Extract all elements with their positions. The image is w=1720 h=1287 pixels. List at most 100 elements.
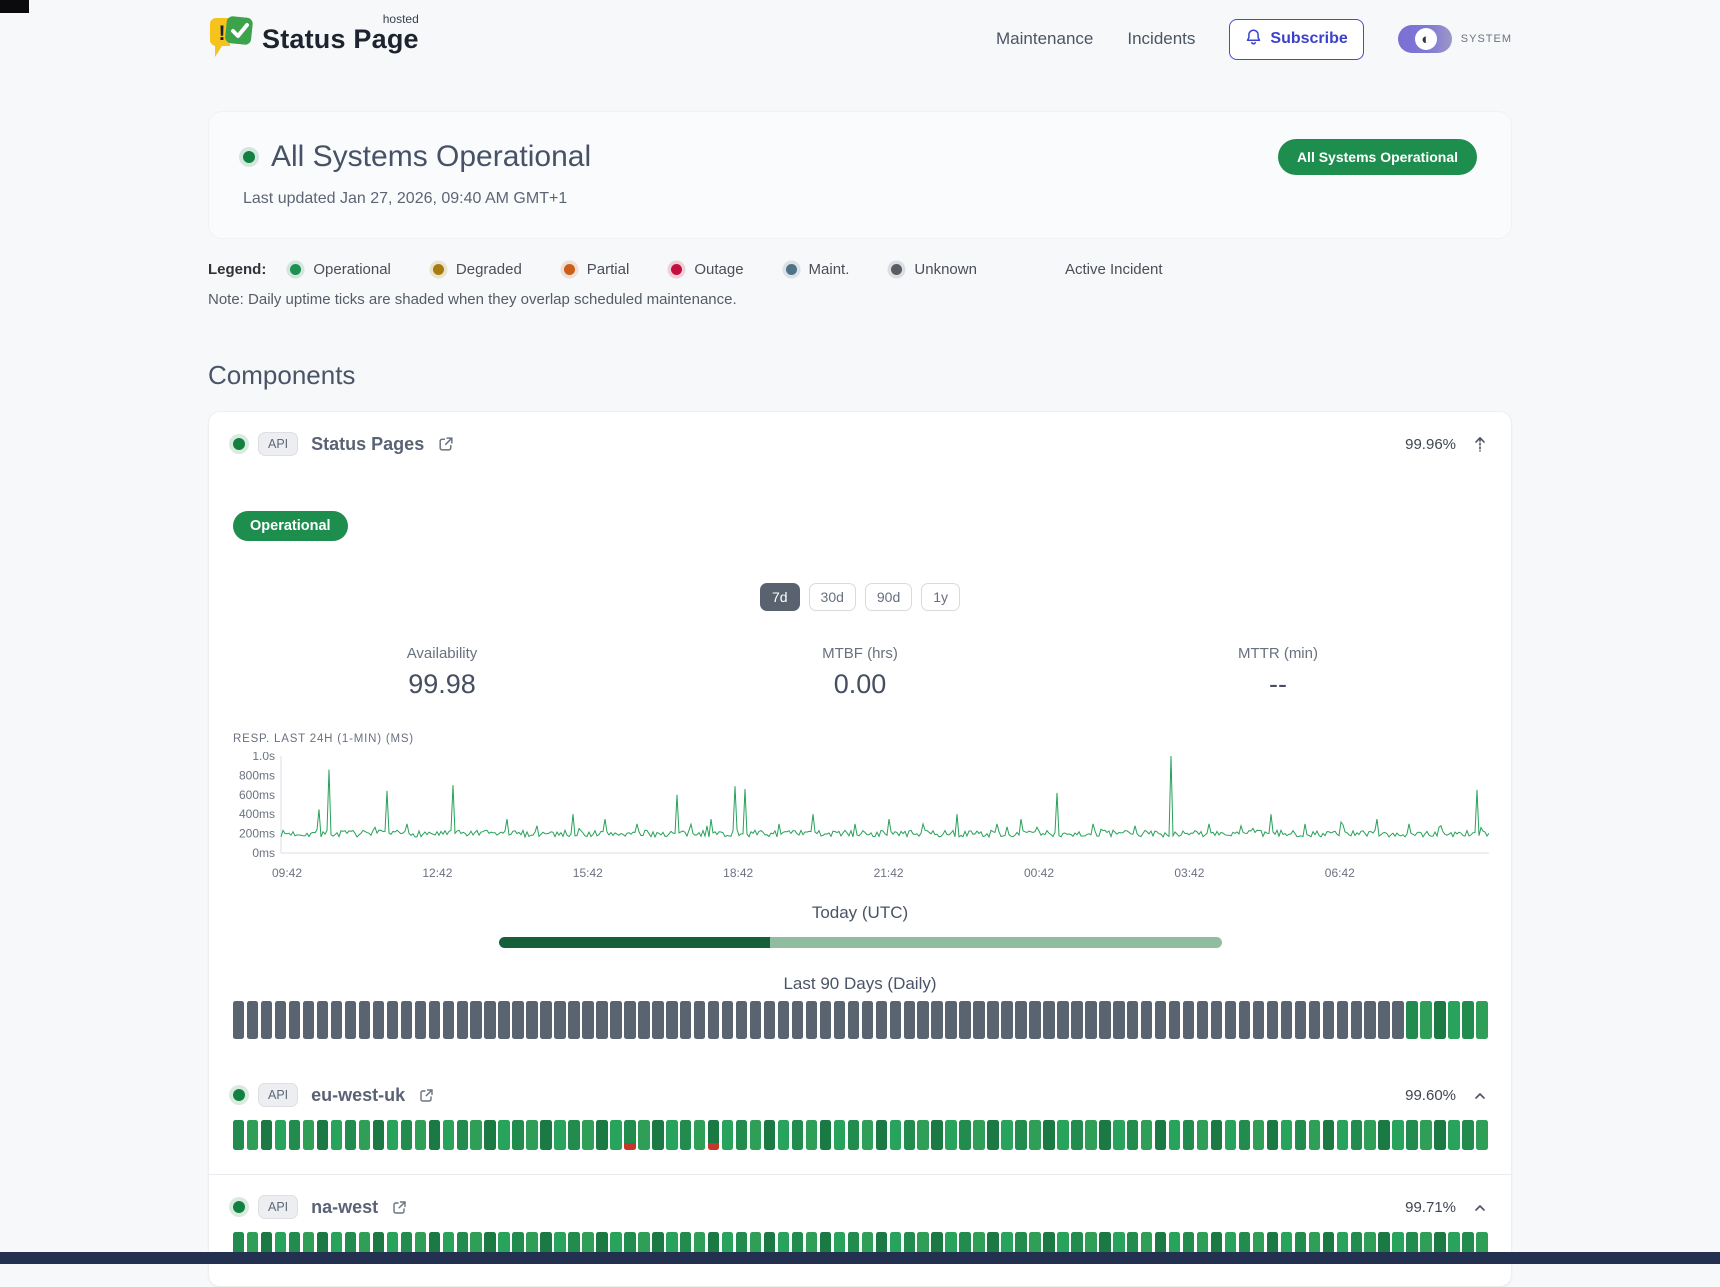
uptime-day-tick[interactable] bbox=[1071, 1232, 1083, 1262]
uptime-day-tick[interactable] bbox=[330, 1001, 343, 1039]
uptime-day-tick[interactable] bbox=[372, 1001, 385, 1039]
uptime-day-tick[interactable] bbox=[512, 1120, 524, 1150]
uptime-day-tick[interactable] bbox=[805, 1232, 818, 1262]
uptime-day-tick[interactable] bbox=[987, 1120, 999, 1150]
uptime-day-tick[interactable] bbox=[805, 1001, 818, 1039]
uptime-day-tick[interactable] bbox=[624, 1232, 636, 1262]
uptime-day-tick[interactable] bbox=[233, 1232, 245, 1262]
uptime-day-tick[interactable] bbox=[1406, 1232, 1418, 1262]
uptime-day-tick[interactable] bbox=[707, 1232, 720, 1262]
uptime-day-tick[interactable] bbox=[1392, 1120, 1404, 1150]
uptime-day-tick[interactable] bbox=[442, 1120, 454, 1150]
uptime-day-tick[interactable] bbox=[721, 1232, 734, 1262]
uptime-day-tick[interactable] bbox=[1182, 1120, 1195, 1150]
uptime-day-tick[interactable] bbox=[274, 1001, 287, 1039]
uptime-day-tick[interactable] bbox=[442, 1232, 454, 1262]
uptime-day-tick[interactable] bbox=[400, 1001, 413, 1039]
uptime-day-tick[interactable] bbox=[1252, 1120, 1265, 1150]
uptime-day-tick[interactable] bbox=[1280, 1232, 1293, 1262]
uptime-day-tick[interactable] bbox=[470, 1120, 482, 1150]
uptime-day-tick[interactable] bbox=[903, 1232, 915, 1262]
uptime-day-tick[interactable] bbox=[1252, 1232, 1265, 1262]
uptime-day-tick[interactable] bbox=[1462, 1232, 1474, 1262]
external-link-icon[interactable] bbox=[418, 1087, 435, 1104]
uptime-day-tick[interactable] bbox=[1113, 1232, 1125, 1262]
expand-chevron-icon[interactable] bbox=[1473, 1090, 1487, 1101]
uptime-day-tick[interactable] bbox=[735, 1001, 748, 1039]
uptime-day-tick[interactable] bbox=[1127, 1232, 1139, 1262]
uptime-day-tick[interactable] bbox=[959, 1232, 971, 1262]
uptime-day-tick[interactable] bbox=[903, 1001, 915, 1039]
uptime-day-tick[interactable] bbox=[1434, 1232, 1446, 1262]
uptime-day-tick[interactable] bbox=[917, 1120, 929, 1150]
uptime-day-tick[interactable] bbox=[1154, 1120, 1167, 1150]
uptime-day-tick[interactable] bbox=[1113, 1001, 1125, 1039]
uptime-day-tick[interactable] bbox=[1476, 1001, 1488, 1039]
uptime-day-tick[interactable] bbox=[484, 1232, 496, 1262]
uptime-day-tick[interactable] bbox=[847, 1120, 860, 1150]
uptime-day-tick[interactable] bbox=[1001, 1232, 1013, 1262]
uptime-day-tick[interactable] bbox=[1238, 1001, 1251, 1039]
uptime-day-tick[interactable] bbox=[456, 1120, 468, 1150]
uptime-day-tick[interactable] bbox=[233, 1001, 245, 1039]
uptime-day-tick[interactable] bbox=[638, 1120, 650, 1150]
uptime-day-tick[interactable] bbox=[1350, 1232, 1362, 1262]
uptime-day-tick[interactable] bbox=[1154, 1232, 1167, 1262]
uptime-day-tick[interactable] bbox=[1043, 1120, 1055, 1150]
uptime-day-tick[interactable] bbox=[1266, 1120, 1279, 1150]
uptime-day-tick[interactable] bbox=[456, 1001, 468, 1039]
uptime-day-tick[interactable] bbox=[1140, 1001, 1153, 1039]
uptime-day-tick[interactable] bbox=[610, 1001, 622, 1039]
uptime-day-tick[interactable] bbox=[610, 1120, 622, 1150]
uptime-day-tick[interactable] bbox=[1406, 1120, 1418, 1150]
uptime-day-tick[interactable] bbox=[1224, 1120, 1237, 1150]
component-header-row[interactable]: API eu-west-uk 99.60% bbox=[233, 1083, 1487, 1107]
uptime-day-tick[interactable] bbox=[735, 1120, 748, 1150]
uptime-day-tick[interactable] bbox=[274, 1120, 287, 1150]
range-button-7d[interactable]: 7d bbox=[759, 583, 800, 611]
uptime-day-tick[interactable] bbox=[386, 1120, 399, 1150]
uptime-day-tick[interactable] bbox=[693, 1232, 706, 1262]
uptime-day-tick[interactable] bbox=[1043, 1232, 1055, 1262]
uptime-day-tick[interactable] bbox=[554, 1001, 566, 1039]
uptime-day-tick[interactable] bbox=[512, 1232, 524, 1262]
uptime-day-tick[interactable] bbox=[1336, 1232, 1348, 1262]
uptime-day-tick[interactable] bbox=[554, 1120, 566, 1150]
uptime-day-tick[interactable] bbox=[1294, 1232, 1307, 1262]
uptime-day-tick[interactable] bbox=[428, 1120, 441, 1150]
uptime-day-tick[interactable] bbox=[386, 1001, 399, 1039]
uptime-day-tick[interactable] bbox=[638, 1001, 650, 1039]
uptime-day-tick[interactable] bbox=[777, 1001, 790, 1039]
uptime-day-tick[interactable] bbox=[288, 1232, 301, 1262]
uptime-day-tick[interactable] bbox=[1182, 1001, 1195, 1039]
uptime-day-tick[interactable] bbox=[344, 1001, 357, 1039]
logo[interactable]: ! hosted Status Page bbox=[208, 12, 419, 65]
uptime-day-tick[interactable] bbox=[302, 1120, 315, 1150]
uptime-day-tick[interactable] bbox=[610, 1232, 622, 1262]
uptime-day-tick[interactable] bbox=[666, 1001, 678, 1039]
uptime-day-tick[interactable] bbox=[582, 1120, 594, 1150]
uptime-day-tick[interactable] bbox=[1196, 1232, 1209, 1262]
uptime-day-tick[interactable] bbox=[568, 1232, 580, 1262]
uptime-day-tick[interactable] bbox=[456, 1232, 468, 1262]
uptime-day-tick[interactable] bbox=[1015, 1120, 1027, 1150]
uptime-day-tick[interactable] bbox=[484, 1120, 496, 1150]
uptime-day-tick[interactable] bbox=[735, 1232, 748, 1262]
uptime-day-tick[interactable] bbox=[540, 1001, 552, 1039]
uptime-day-tick[interactable] bbox=[1350, 1120, 1362, 1150]
uptime-day-tick[interactable] bbox=[1113, 1120, 1125, 1150]
uptime-day-tick[interactable] bbox=[1448, 1120, 1460, 1150]
uptime-day-tick[interactable] bbox=[288, 1001, 301, 1039]
uptime-day-tick[interactable] bbox=[1224, 1232, 1237, 1262]
uptime-day-tick[interactable] bbox=[847, 1232, 860, 1262]
uptime-day-tick[interactable] bbox=[1127, 1120, 1139, 1150]
uptime-day-tick[interactable] bbox=[1266, 1232, 1279, 1262]
uptime-day-tick[interactable] bbox=[987, 1001, 999, 1039]
uptime-day-tick[interactable] bbox=[1071, 1120, 1083, 1150]
uptime-day-tick[interactable] bbox=[470, 1001, 482, 1039]
uptime-day-tick[interactable] bbox=[1210, 1232, 1223, 1262]
uptime-day-tick[interactable] bbox=[805, 1120, 818, 1150]
uptime-day-tick[interactable] bbox=[931, 1232, 943, 1262]
uptime-day-tick[interactable] bbox=[1168, 1001, 1181, 1039]
nav-maintenance[interactable]: Maintenance bbox=[996, 29, 1094, 48]
